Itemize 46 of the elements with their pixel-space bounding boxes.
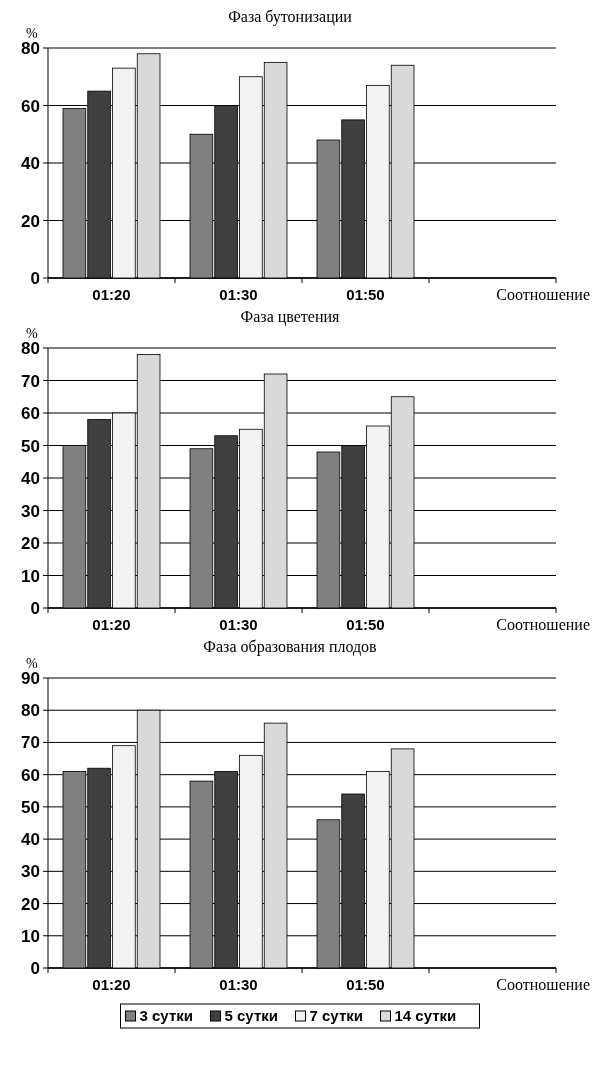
y-tick-label: 90 [21, 669, 40, 688]
y-tick-label: 40 [21, 469, 40, 488]
y-tick-label: 80 [21, 701, 40, 721]
x-axis-title: Соотношение [496, 976, 590, 993]
y-tick-label: 20 [21, 211, 40, 231]
x-axis-title: Соотношение [496, 286, 590, 303]
y-tick-label: 50 [21, 436, 40, 456]
y-tick-label: 20 [21, 534, 40, 553]
y-tick-label: 20 [21, 894, 40, 914]
y-tick-label: 30 [21, 862, 40, 882]
x-tick-label: 01:20 [92, 286, 131, 303]
y-tick-label: 0 [30, 599, 40, 618]
y-tick-label: 40 [21, 830, 40, 850]
x-tick-label: 01:50 [346, 616, 385, 633]
x-tick-label: 01:50 [346, 976, 385, 993]
y-tick-label: 70 [21, 371, 40, 391]
y-tick-label: 80 [21, 39, 40, 58]
legend-label: 5 сутки [224, 1007, 278, 1024]
legend-label: 3 сутки [139, 1007, 193, 1024]
legend-label: 7 сутки [309, 1007, 363, 1024]
x-tick-label: 01:30 [219, 616, 258, 633]
legend-label: 14 сутки [394, 1007, 457, 1024]
y-tick-label: 10 [21, 926, 40, 946]
x-tick-label: 01:20 [92, 616, 131, 633]
x-axis-title: Соотношение [496, 616, 590, 633]
x-tick-label: 01:30 [219, 286, 258, 303]
x-tick-label: 01:20 [92, 976, 131, 993]
chart-title: Фаза образования плодов [203, 638, 378, 656]
y-axis-title: % [26, 656, 38, 671]
y-tick-label: 70 [21, 733, 40, 753]
chart-title: Фаза цветения [240, 308, 341, 326]
y-axis-title: % [26, 26, 38, 41]
y-axis-title: % [26, 326, 38, 341]
y-tick-label: 60 [21, 765, 40, 785]
chart-title: Фаза бутонизации [228, 8, 353, 26]
x-tick-label: 01:50 [346, 286, 385, 303]
y-tick-label: 80 [21, 339, 40, 358]
x-tick-label: 01:30 [219, 976, 258, 993]
y-tick-label: 60 [21, 404, 40, 423]
y-tick-label: 50 [21, 797, 40, 817]
y-tick-label: 60 [21, 96, 40, 116]
y-tick-label: 30 [21, 501, 40, 521]
y-tick-label: 40 [21, 154, 40, 173]
y-tick-label: 10 [21, 566, 40, 586]
y-tick-label: 0 [30, 959, 40, 978]
y-tick-label: 0 [30, 269, 40, 288]
